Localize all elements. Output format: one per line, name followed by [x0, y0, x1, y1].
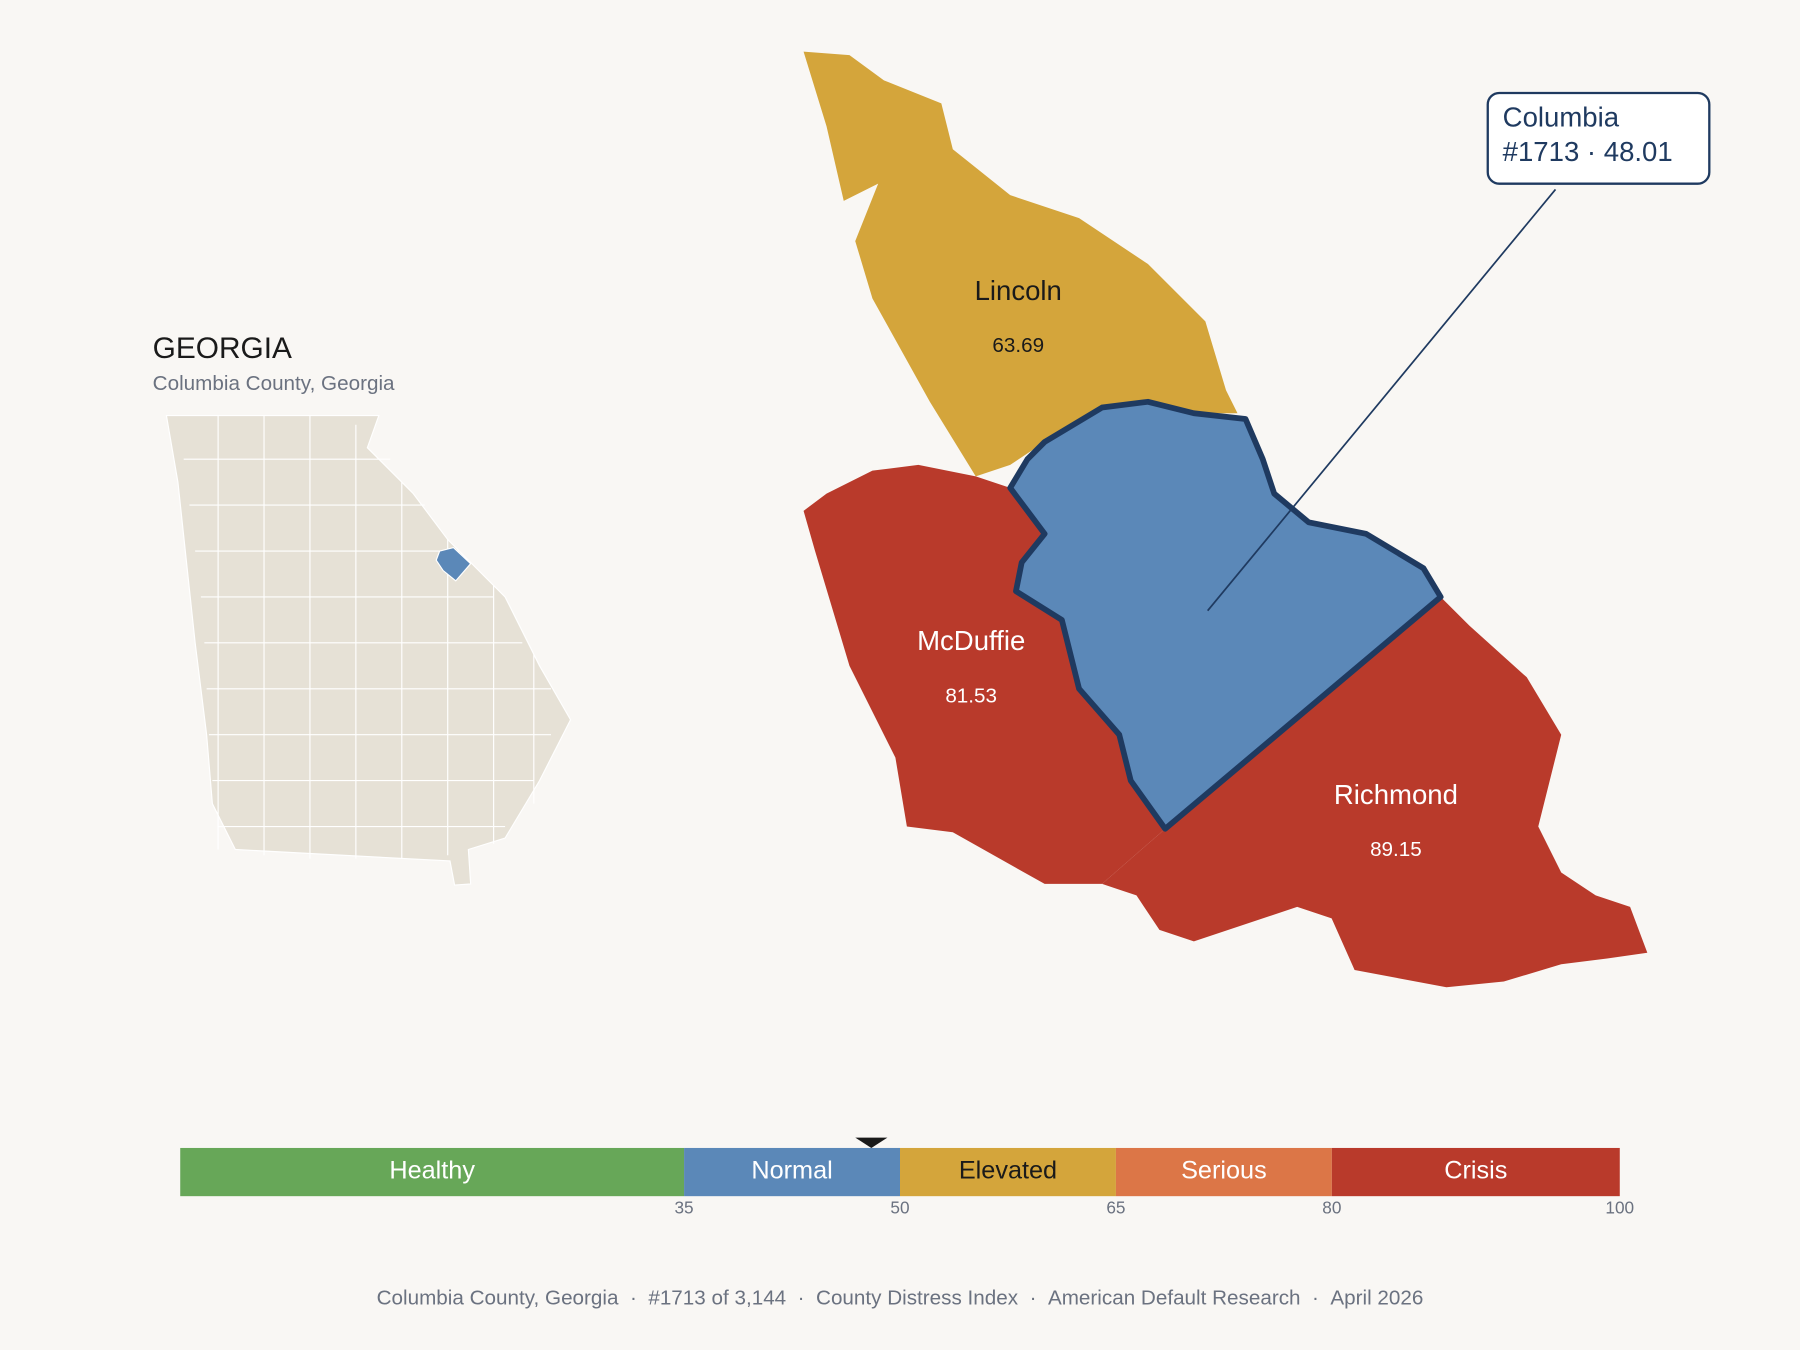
footer-separator: ·	[1312, 1287, 1319, 1310]
county-score: 81.53	[945, 684, 997, 707]
county-name: Richmond	[1334, 779, 1458, 810]
inset-subtitle: Columbia County, Georgia	[153, 372, 395, 395]
county-lincoln[interactable]	[803, 51, 1238, 477]
county-mcduffie[interactable]	[803, 464, 1166, 884]
counties	[803, 51, 1648, 988]
callout-box	[1486, 91, 1711, 185]
legend-tick: 80	[1322, 1197, 1341, 1217]
footer-item: County Distress Index	[816, 1287, 1019, 1310]
callout-leader	[1206, 188, 1557, 612]
county-name: McDuffie	[917, 625, 1025, 656]
legend-band	[1115, 1147, 1332, 1197]
county-score: 63.69	[992, 334, 1044, 357]
legend-band	[684, 1147, 900, 1197]
county-name: Lincoln	[975, 275, 1062, 306]
legend: Healthy Normal Elevated Serious Crisis 35 50 65…	[180, 1137, 1634, 1217]
footer-item: April 2026	[1330, 1287, 1423, 1310]
legend-label: Elevated	[959, 1157, 1057, 1185]
legend-label: Crisis	[1444, 1157, 1507, 1185]
callout-name: Columbia	[1503, 102, 1620, 133]
state-shape	[165, 414, 572, 886]
county-lines	[183, 415, 552, 859]
footer-separator: ·	[1030, 1287, 1037, 1310]
legend-band	[900, 1147, 1116, 1197]
legend-label: Normal	[751, 1157, 832, 1185]
legend-tick: 35	[674, 1197, 693, 1217]
footer-item: American Default Research	[1048, 1287, 1301, 1310]
legend-label: Serious	[1181, 1157, 1267, 1185]
legend-tick: 65	[1106, 1197, 1125, 1217]
footer-separator: ·	[630, 1287, 637, 1310]
county-score: 89.15	[1370, 838, 1422, 861]
footer-item: #1713 of 3,144	[648, 1287, 786, 1310]
legend-tick: 50	[890, 1197, 909, 1217]
callout-rank: #1713 · 48.01	[1503, 136, 1673, 167]
county-columbia[interactable]	[1007, 398, 1444, 832]
legend-band	[180, 1147, 685, 1197]
legend-band	[1331, 1147, 1620, 1197]
legend-tick: 100	[1605, 1197, 1634, 1217]
footer-separator: ·	[798, 1287, 805, 1310]
legend-marker	[855, 1137, 888, 1148]
county-richmond[interactable]	[1102, 596, 1648, 988]
footer: Columbia County, Georgia · #1713 of 3,144 ·…	[377, 1287, 1424, 1310]
georgia-inset	[165, 414, 572, 886]
inset-title: GEORGIA	[153, 332, 292, 365]
legend-label: Healthy	[389, 1157, 475, 1185]
footer-item: Columbia County, Georgia	[377, 1287, 619, 1310]
inset-highlight	[435, 546, 472, 582]
